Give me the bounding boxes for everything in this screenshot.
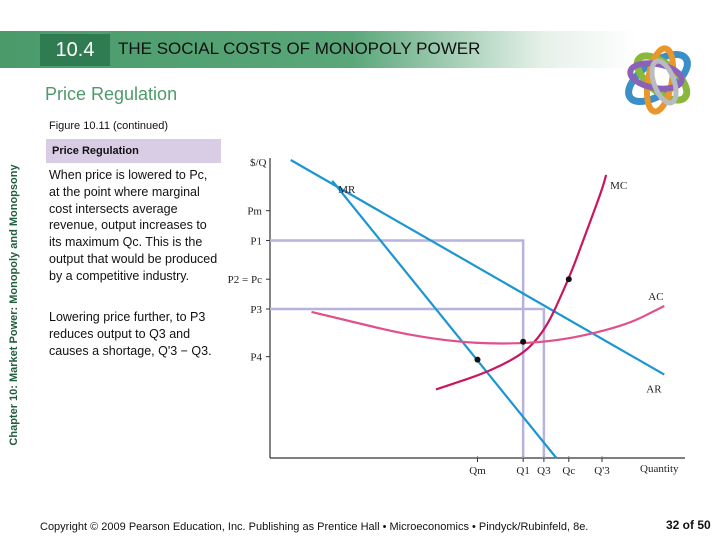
y-tick-label-pm: Pm: [247, 206, 262, 218]
series-ar: [290, 159, 665, 376]
chapter-side-label: Chapter 10: Market Power: Monopoly and M…: [8, 164, 20, 446]
y-tick-label-p1: P1: [250, 235, 262, 247]
point-mc-ar: [565, 276, 572, 283]
y-tick-label-p3: P3: [250, 304, 262, 316]
series-label-mr: MR: [338, 184, 356, 196]
y-tick-label-p4: P4: [250, 352, 262, 364]
x-tick-label-q3: Q3: [537, 465, 551, 477]
interlocking-rings-logo: [625, 45, 691, 115]
x-tick-label-qc: Qc: [562, 465, 575, 477]
point-mr-mc: [474, 356, 481, 363]
x-axis-label: Quantity: [640, 463, 679, 475]
footer-copyright: Copyright © 2009 Pearson Education, Inc.…: [40, 521, 589, 533]
explanation-paragraph-2: Lowering price further, to P3 reduces ou…: [49, 310, 212, 358]
logo-ring-orange: [643, 45, 677, 115]
section-number: 10.4: [40, 34, 110, 66]
price-line-p1-regulated-price: [270, 239, 525, 458]
y-tick-label-p2-pc: P2 = Pc: [228, 274, 262, 286]
series-mr: [331, 180, 558, 459]
series-mc: [435, 174, 608, 391]
explanation-paragraph-1: When price is lowered to Pc, at the poin…: [49, 168, 218, 283]
series-ac: [311, 305, 665, 345]
price-regulation-chart: $/Q Quantity AR MR MC AC Pm P1 P2 = Pc P3 P4 Qm Q1 Q3…: [228, 157, 685, 477]
series-label-mc: MC: [610, 180, 627, 192]
series-label-ar: AR: [646, 384, 662, 396]
figure-label: Figure 10.11 (continued): [49, 120, 169, 132]
section-title: THE SOCIAL COSTS OF MONOPOLY POWER: [118, 39, 481, 58]
y-axis-label: $/Q: [250, 157, 267, 169]
series-label-ac: AC: [648, 291, 663, 303]
logo-ring-silver: [649, 58, 679, 106]
page-number: 32 of 50: [666, 518, 711, 532]
x-tick-label-q-3: Q'3: [594, 465, 610, 477]
x-tick-label-qm: Qm: [469, 465, 486, 477]
point-ac-at-q3: [520, 338, 527, 345]
price-line-p3-regulated-price: [270, 307, 546, 458]
slide-subtitle: Price Regulation: [45, 84, 178, 104]
panel-title: Price Regulation: [46, 139, 221, 163]
x-tick-label-q1: Q1: [516, 465, 529, 477]
